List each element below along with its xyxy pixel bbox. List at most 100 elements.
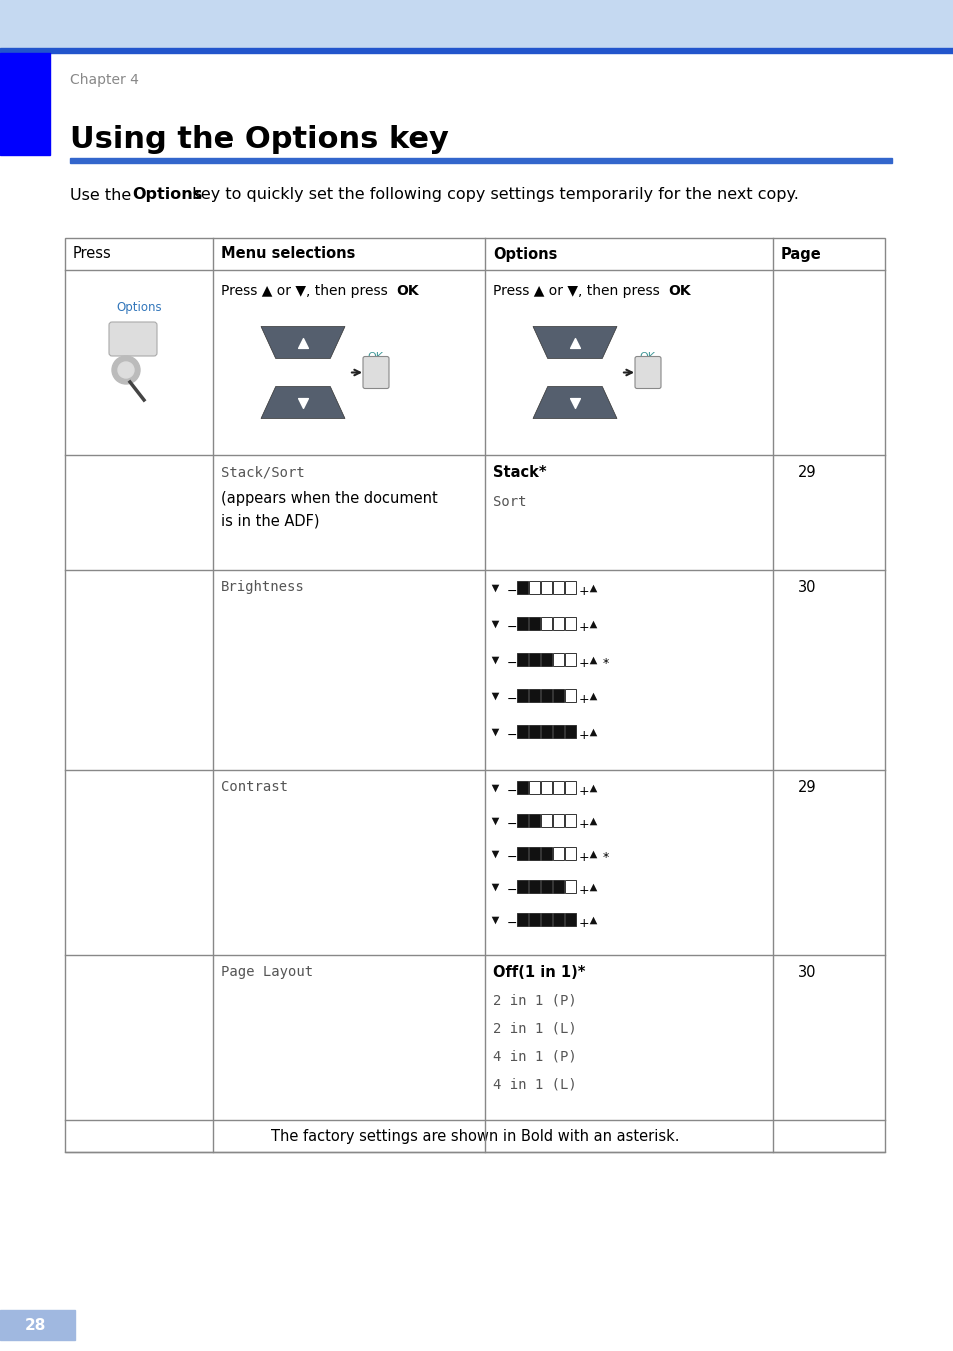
Text: 28: 28: [24, 1317, 46, 1332]
Text: OK: OK: [667, 284, 690, 299]
Text: +: +: [578, 693, 589, 707]
Bar: [517, 725, 527, 738]
Text: *: *: [602, 851, 609, 865]
Text: −: −: [506, 851, 517, 865]
Bar: [0, 49, 953, 53]
Bar: [553, 581, 563, 594]
Bar: [0, 53, 50, 155]
Text: key to quickly set the following copy settings temporarily for the next copy.: key to quickly set the following copy se…: [187, 188, 798, 203]
Bar: [540, 880, 552, 893]
Text: OK: OK: [367, 351, 382, 362]
Bar: [540, 913, 552, 925]
Text: 30: 30: [797, 580, 816, 594]
Bar: [553, 880, 563, 893]
Bar: [517, 581, 527, 594]
Point: [585, 613, 600, 635]
Bar: [553, 913, 563, 925]
Text: Options: Options: [493, 246, 557, 262]
Text: OK: OK: [639, 351, 655, 362]
Bar: [553, 815, 563, 827]
Point: [487, 685, 502, 707]
Bar: [540, 847, 552, 861]
Point: [585, 577, 600, 598]
Text: *: *: [602, 657, 609, 670]
Polygon shape: [533, 327, 617, 358]
Circle shape: [118, 362, 133, 378]
Point: [567, 332, 582, 354]
Text: Page: Page: [781, 246, 821, 262]
Text: −: −: [506, 817, 517, 831]
Point: [487, 777, 502, 798]
Text: −: −: [506, 657, 517, 670]
Bar: [540, 689, 552, 703]
Text: 2 in 1 (P): 2 in 1 (P): [493, 993, 577, 1006]
Polygon shape: [261, 386, 345, 419]
FancyBboxPatch shape: [109, 322, 157, 357]
Text: −: −: [506, 917, 517, 929]
Bar: [517, 689, 527, 703]
Text: Page Layout: Page Layout: [221, 965, 313, 979]
Text: −: −: [506, 785, 517, 798]
Text: The factory settings are shown in Bold with an asterisk.: The factory settings are shown in Bold w…: [271, 1128, 679, 1143]
Text: Stack*: Stack*: [493, 465, 546, 480]
Text: −: −: [506, 693, 517, 707]
Text: +: +: [578, 917, 589, 929]
Bar: [564, 847, 576, 861]
Point: [585, 843, 600, 865]
Bar: [553, 653, 563, 666]
Bar: [70, 158, 891, 163]
Text: 4 in 1 (L): 4 in 1 (L): [493, 1077, 577, 1092]
Bar: [553, 847, 563, 861]
Point: [487, 843, 502, 865]
Text: is in the ADF): is in the ADF): [221, 513, 319, 528]
Text: +: +: [578, 884, 589, 897]
Bar: [517, 653, 527, 666]
Bar: [0, 1310, 75, 1340]
Bar: [517, 847, 527, 861]
Point: [487, 613, 502, 635]
Text: 29: 29: [797, 780, 816, 794]
Bar: [553, 689, 563, 703]
Text: Off(1 in 1)*: Off(1 in 1)*: [493, 965, 585, 979]
Text: 30: 30: [797, 965, 816, 979]
Text: (appears when the document: (appears when the document: [221, 490, 437, 507]
Point: [295, 332, 311, 354]
Bar: [540, 617, 552, 630]
Bar: [564, 689, 576, 703]
Text: Contrast: Contrast: [221, 780, 288, 794]
Bar: [529, 781, 539, 794]
Text: +: +: [578, 817, 589, 831]
Bar: [564, 913, 576, 925]
Text: Chapter 4: Chapter 4: [70, 73, 139, 86]
Bar: [564, 781, 576, 794]
Point: [585, 650, 600, 671]
FancyBboxPatch shape: [363, 357, 389, 389]
Text: +: +: [578, 785, 589, 798]
Bar: [517, 913, 527, 925]
Text: 4 in 1 (P): 4 in 1 (P): [493, 1048, 577, 1063]
Bar: [517, 815, 527, 827]
Point: [487, 811, 502, 832]
Text: Sort: Sort: [493, 494, 526, 509]
Point: [585, 909, 600, 931]
Bar: [553, 725, 563, 738]
Point: [585, 811, 600, 832]
Bar: [540, 653, 552, 666]
Bar: [529, 653, 539, 666]
Text: Using the Options key: Using the Options key: [70, 126, 449, 154]
Bar: [540, 815, 552, 827]
Bar: [529, 617, 539, 630]
Point: [487, 877, 502, 898]
Bar: [540, 781, 552, 794]
Bar: [0, 0, 953, 49]
Bar: [529, 847, 539, 861]
Text: Use the: Use the: [70, 188, 136, 203]
Text: +: +: [578, 657, 589, 670]
Bar: [517, 880, 527, 893]
Bar: [564, 880, 576, 893]
Polygon shape: [261, 327, 345, 358]
Bar: [517, 617, 527, 630]
Text: OK: OK: [395, 284, 418, 299]
Point: [585, 777, 600, 798]
Bar: [564, 725, 576, 738]
